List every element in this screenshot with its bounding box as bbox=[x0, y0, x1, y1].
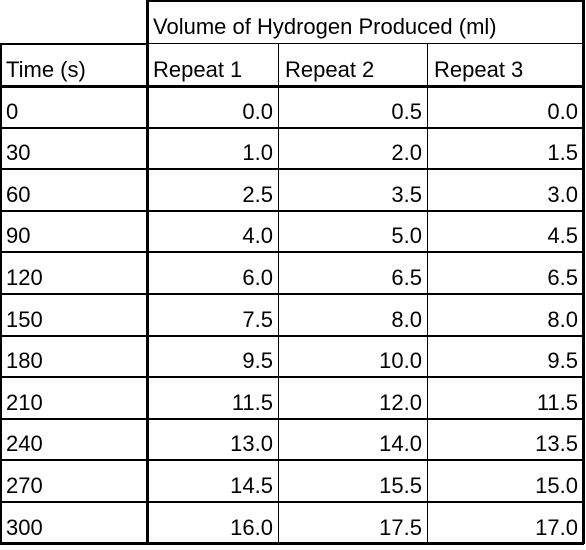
grid-line bbox=[147, 0, 584, 2]
time-cell: 30 bbox=[6, 140, 31, 166]
grid-line bbox=[0, 376, 584, 379]
grid-line bbox=[0, 293, 584, 295]
volume-cell-repeat-1: 6.0 bbox=[242, 264, 273, 290]
volume-cell-repeat-1: 0.0 bbox=[242, 98, 273, 124]
volume-cell-repeat-2: 0.5 bbox=[391, 98, 422, 124]
time-cell: 270 bbox=[6, 472, 43, 498]
time-cell: 0 bbox=[6, 98, 19, 124]
volume-cell-repeat-3: 9.5 bbox=[547, 348, 578, 374]
volume-cell-repeat-3: 4.5 bbox=[547, 223, 578, 249]
grid-line bbox=[582, 0, 585, 544]
time-cell: 120 bbox=[6, 264, 43, 290]
volume-cell-repeat-3: 15.0 bbox=[535, 472, 578, 498]
grid-line bbox=[0, 501, 584, 503]
volume-cell-repeat-1: 4.0 bbox=[242, 223, 273, 249]
grid-line bbox=[0, 334, 584, 337]
volume-cell-repeat-1: 2.5 bbox=[242, 181, 273, 207]
volume-cell-repeat-2: 10.0 bbox=[379, 348, 422, 374]
time-cell: 60 bbox=[6, 181, 31, 207]
volume-cell-repeat-3: 1.5 bbox=[547, 140, 578, 166]
column-header-repeat-1: Repeat 1 bbox=[153, 57, 243, 82]
time-cell: 90 bbox=[6, 223, 31, 249]
grid-line bbox=[0, 85, 584, 88]
volume-cell-repeat-2: 6.5 bbox=[391, 264, 422, 290]
grid-line bbox=[0, 417, 584, 420]
volume-cell-repeat-2: 5.0 bbox=[391, 223, 422, 249]
volume-cell-repeat-3: 6.5 bbox=[547, 264, 578, 290]
group-header: Volume of Hydrogen Produced (ml) bbox=[153, 14, 497, 39]
time-cell: 210 bbox=[6, 389, 43, 415]
grid-line bbox=[0, 209, 584, 212]
volume-cell-repeat-3: 0.0 bbox=[547, 98, 578, 124]
volume-cell-repeat-2: 3.5 bbox=[391, 181, 422, 207]
time-cell: 300 bbox=[6, 514, 43, 540]
time-cell: 240 bbox=[6, 431, 43, 457]
volume-cell-repeat-1: 9.5 bbox=[242, 348, 273, 374]
volume-cell-repeat-2: 12.0 bbox=[379, 389, 422, 415]
volume-cell-repeat-1: 1.0 bbox=[242, 140, 273, 166]
volume-cell-repeat-3: 11.5 bbox=[536, 389, 578, 415]
volume-cell-repeat-2: 2.0 bbox=[391, 140, 422, 166]
volume-cell-repeat-1: 13.0 bbox=[230, 431, 273, 457]
column-header-repeat-3: Repeat 3 bbox=[434, 57, 524, 82]
volume-cell-repeat-3: 13.5 bbox=[535, 431, 578, 457]
grid-line bbox=[147, 43, 584, 44]
grid-line bbox=[278, 43, 279, 544]
volume-cell-repeat-2: 8.0 bbox=[391, 306, 422, 332]
grid-line bbox=[0, 459, 584, 462]
grid-line bbox=[146, 0, 149, 544]
volume-cell-repeat-1: 14.5 bbox=[230, 472, 273, 498]
volume-cell-repeat-3: 17.0 bbox=[535, 514, 578, 540]
grid-line bbox=[0, 43, 2, 544]
time-cell: 150 bbox=[6, 306, 43, 332]
column-header-repeat-2: Repeat 2 bbox=[285, 57, 375, 82]
volume-cell-repeat-2: 17.5 bbox=[379, 514, 422, 540]
grid-line bbox=[0, 126, 584, 129]
volume-cell-repeat-2: 14.0 bbox=[379, 431, 422, 457]
volume-cell-repeat-2: 15.5 bbox=[379, 472, 422, 498]
grid-line bbox=[427, 43, 428, 544]
column-header-time: Time (s) bbox=[6, 57, 86, 82]
grid-line bbox=[0, 168, 584, 171]
volume-cell-repeat-1: 7.5 bbox=[242, 306, 273, 332]
time-cell: 180 bbox=[6, 348, 43, 374]
volume-cell-repeat-1: 16.0 bbox=[230, 514, 273, 540]
grid-line bbox=[0, 43, 147, 45]
volume-cell-repeat-1: 11.5 bbox=[231, 389, 273, 415]
grid-line bbox=[0, 251, 584, 254]
grid-line bbox=[0, 541, 584, 545]
volume-cell-repeat-3: 8.0 bbox=[547, 306, 578, 332]
volume-cell-repeat-3: 3.0 bbox=[547, 181, 578, 207]
